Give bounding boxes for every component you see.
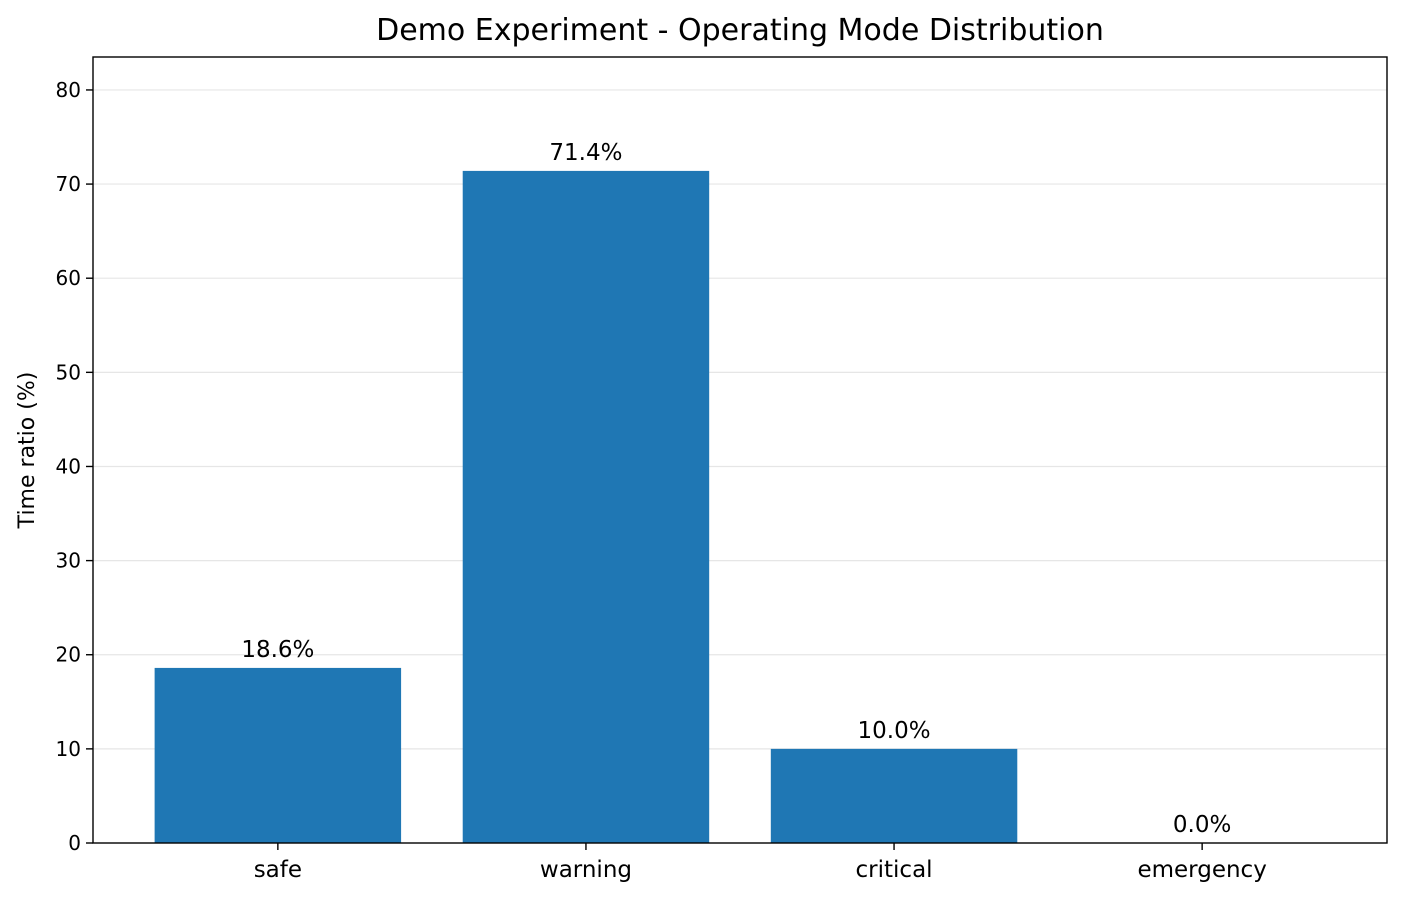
- y-tick-label: 0: [68, 831, 81, 855]
- y-tick-label: 50: [56, 360, 81, 384]
- bar-critical: [770, 748, 1018, 843]
- y-tick-label: 80: [56, 78, 81, 102]
- x-tick-label-safe: safe: [254, 857, 302, 883]
- y-tick-label: 60: [56, 266, 81, 290]
- axis-ticks: 0 10 20 30 40 50 60 70 80 safe warning critical emer…: [56, 78, 1267, 883]
- y-tick-label: 10: [56, 737, 81, 761]
- y-tick-label: 70: [56, 172, 81, 196]
- data-label-emergency: 0.0%: [1173, 812, 1231, 838]
- data-labels: 18.6% 71.4% 10.0% 0.0%: [241, 140, 1231, 838]
- x-tick-label-emergency: emergency: [1137, 857, 1266, 883]
- data-label-critical: 10.0%: [858, 718, 931, 744]
- y-tick-label: 20: [56, 643, 81, 667]
- y-tick-label: 40: [56, 454, 81, 478]
- bar-safe: [154, 667, 402, 843]
- y-axis-label: Time ratio (%): [15, 372, 40, 530]
- data-label-warning: 71.4%: [549, 140, 622, 166]
- grid-lines: [93, 89, 1387, 750]
- y-tick-label: 30: [56, 549, 81, 573]
- data-label-safe: 18.6%: [241, 637, 314, 663]
- bars: [154, 170, 1018, 843]
- chart-title: Demo Experiment - Operating Mode Distrib…: [376, 13, 1104, 48]
- bar-warning: [462, 170, 710, 843]
- x-tick-label-critical: critical: [856, 857, 933, 883]
- x-tick-label-warning: warning: [540, 857, 632, 883]
- plot-frame: [92, 56, 1388, 844]
